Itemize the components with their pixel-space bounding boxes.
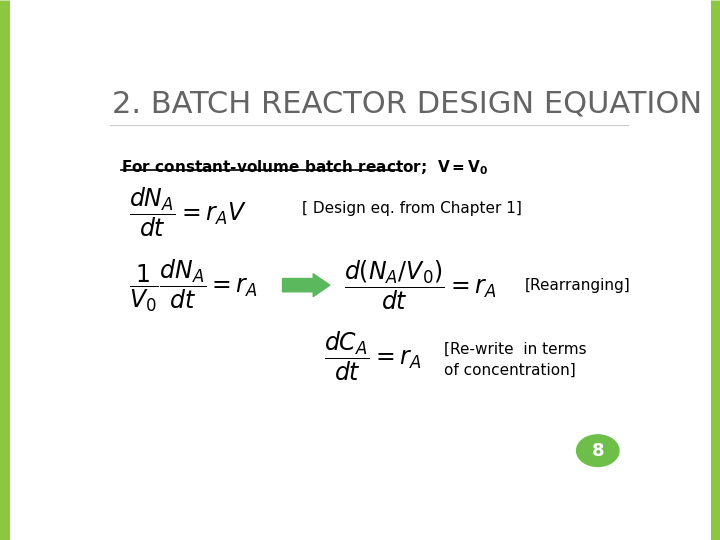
FancyArrow shape (282, 274, 330, 296)
Text: For constant-volume batch reactor;  $\mathbf{V{=}V_0}$: For constant-volume batch reactor; $\mat… (121, 158, 488, 177)
Text: [Rearranging]: [Rearranging] (526, 278, 631, 293)
Circle shape (577, 435, 619, 467)
Text: $\dfrac{d(N_A/V_0)}{dt} = r_A$: $\dfrac{d(N_A/V_0)}{dt} = r_A$ (344, 258, 496, 312)
Text: 8: 8 (591, 442, 604, 460)
Text: $\dfrac{dC_A}{dt} = r_A$: $\dfrac{dC_A}{dt} = r_A$ (324, 329, 422, 383)
Text: $\dfrac{dN_A}{dt} = r_A V$: $\dfrac{dN_A}{dt} = r_A V$ (129, 186, 247, 239)
Text: $\dfrac{1}{V_0}\dfrac{dN_A}{dt} = r_A$: $\dfrac{1}{V_0}\dfrac{dN_A}{dt} = r_A$ (129, 257, 258, 314)
Text: [ Design eq. from Chapter 1]: [ Design eq. from Chapter 1] (302, 201, 522, 216)
Text: [Re-write  in terms
of concentration]: [Re-write in terms of concentration] (444, 342, 587, 378)
Text: 2. BATCH REACTOR DESIGN EQUATION: 2. BATCH REACTOR DESIGN EQUATION (112, 90, 703, 119)
